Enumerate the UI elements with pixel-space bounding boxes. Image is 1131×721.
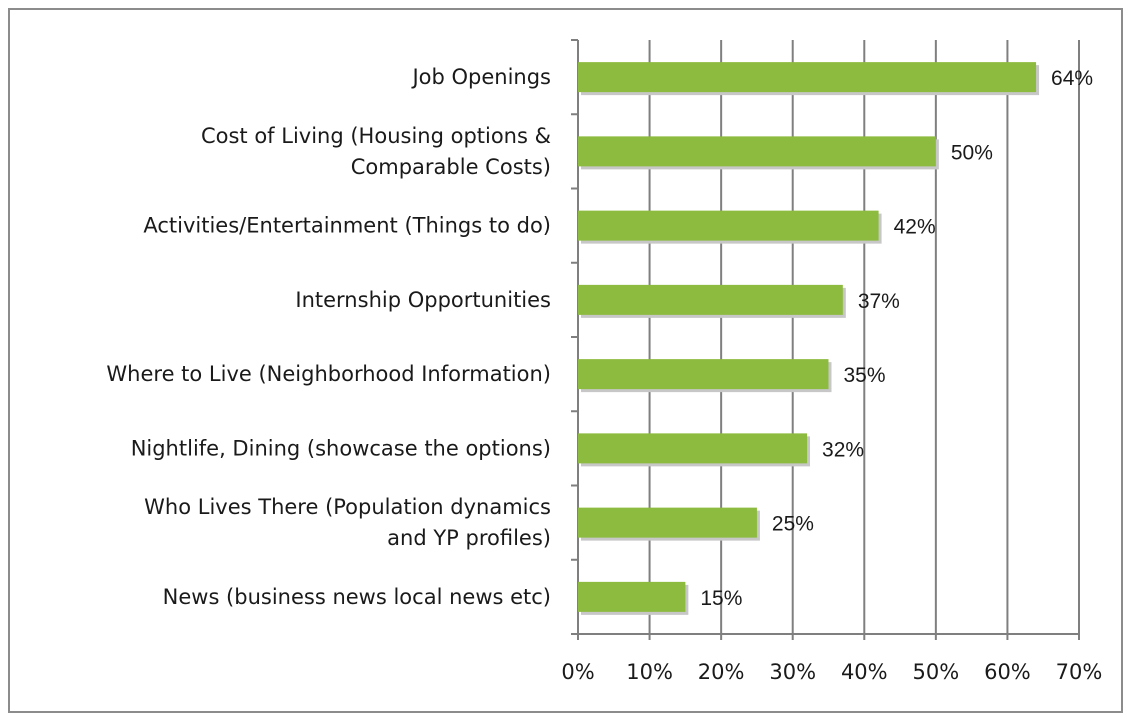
bar (578, 507, 757, 538)
bars (578, 62, 1040, 615)
bar-value-label: 50% (951, 141, 993, 164)
category-label: Where to Live (Neighborhood Information) (106, 362, 551, 386)
bar (578, 359, 829, 390)
bar-chart: 64% Job Openings 50% Cost of Living (Housin… (106, 39, 1102, 684)
bar-value-label: 25% (772, 513, 814, 536)
labels: 64% Job Openings 50% Cost of Living (Housin… (106, 65, 1102, 684)
category-label: Comparable Costs) (351, 155, 551, 179)
chart-frame: 64% Job Openings 50% Cost of Living (Housin… (8, 8, 1123, 713)
bar-value-label: 42% (894, 216, 936, 239)
bar-value-label: 64% (1051, 67, 1093, 90)
x-tick-label: 10% (626, 660, 673, 684)
bar (578, 210, 879, 241)
x-tick-label: 20% (698, 660, 745, 684)
category-axis (571, 39, 1079, 640)
category-label: Cost of Living (Housing options & (201, 124, 551, 148)
x-tick-label: 30% (769, 660, 816, 684)
bar (578, 136, 936, 167)
bar-value-label: 15% (700, 587, 742, 610)
bar (578, 433, 808, 464)
category-label: and YP profiles) (387, 526, 551, 550)
x-tick-label: 60% (984, 660, 1031, 684)
category-label: News (business news local news etc) (163, 585, 551, 609)
category-label: Nightlife, Dining (showcase the options) (131, 436, 551, 460)
category-label: Who Lives There (Population dynamics (144, 495, 551, 519)
bar (578, 62, 1037, 93)
bar-value-label: 37% (858, 290, 900, 313)
category-label: Internship Opportunities (295, 288, 551, 312)
x-tick-label: 70% (1056, 660, 1103, 684)
x-tick-label: 50% (913, 660, 960, 684)
grid-lines (648, 40, 1080, 640)
x-tick-label: 40% (841, 660, 888, 684)
bar-value-label: 35% (844, 364, 886, 387)
bar (578, 284, 843, 315)
x-tick-label: 0% (561, 660, 594, 684)
category-label: Activities/Entertainment (Things to do) (143, 214, 551, 238)
bar-value-label: 32% (822, 438, 864, 461)
category-label: Job Openings (410, 65, 551, 89)
bar (578, 581, 686, 612)
